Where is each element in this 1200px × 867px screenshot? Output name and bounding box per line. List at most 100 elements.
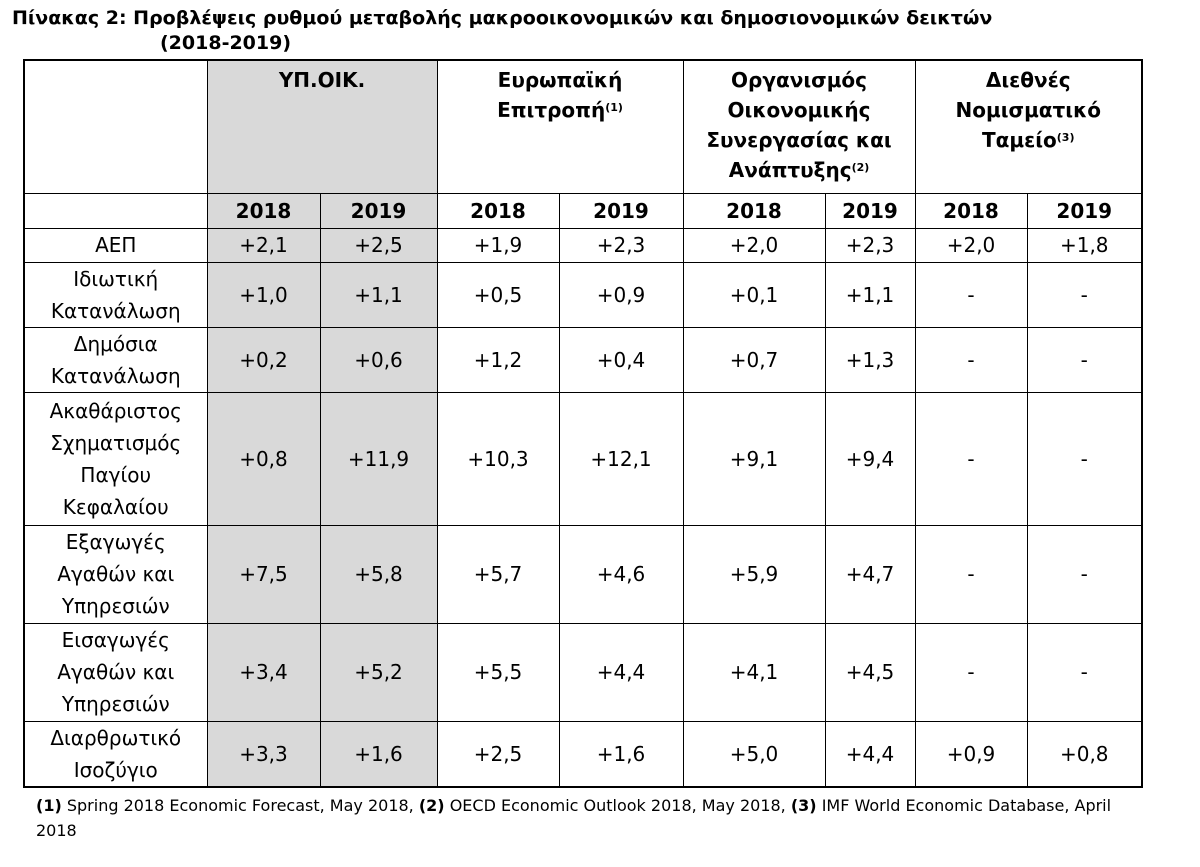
footnote-number: (3) (790, 796, 817, 815)
value-cell: - (1026, 261, 1143, 328)
footnote-number: (1) (36, 796, 62, 815)
value-cell: +3,4 (206, 622, 321, 722)
value-cell: +0,1 (682, 261, 826, 328)
value-cell: +5,7 (436, 524, 560, 624)
org-header-imf: Διεθνές Νομισματικό Ταμείο(3) (914, 59, 1143, 194)
org-name-line: Νομισματικό (955, 98, 1102, 122)
year-header: 2019 (319, 192, 438, 229)
value-cell: +5,8 (319, 524, 438, 624)
value-cell: - (1026, 391, 1143, 526)
value-cell: - (914, 326, 1028, 393)
value-cell: +2,3 (558, 227, 684, 263)
value-cell: - (1026, 326, 1143, 393)
footnote-text: IMF World Economic Database, April 2018 (36, 796, 1112, 840)
value-cell: +4,4 (558, 622, 684, 722)
value-cell: +1,0 (206, 261, 321, 328)
year-header-row: 2018 2019 2018 2019 2018 2019 2018 2019 (23, 192, 1143, 229)
value-cell: +0,9 (558, 261, 684, 328)
table-row: Ακαθάριστος Σχηματισμός Παγίου Κεφαλαίου +0,… (23, 391, 1143, 526)
value-cell: - (1026, 622, 1143, 722)
row-label-line: Κατανάλωση (50, 363, 181, 388)
value-cell: +4,6 (558, 524, 684, 624)
value-cell: +0,7 (682, 326, 826, 393)
table-row: Εισαγωγές Αγαθών και Υπηρεσιών +3,4 +5,2 +5,5… (23, 622, 1143, 722)
footnote-ref: (2) (851, 161, 870, 174)
value-cell: +10,3 (436, 391, 560, 526)
corner-cell (23, 59, 208, 194)
footnote: (1) Spring 2018 Economic Forecast, May 2… (36, 793, 1136, 843)
value-cell: +4,1 (682, 622, 826, 722)
value-cell: +1,6 (319, 720, 438, 787)
value-cell: +0,8 (206, 391, 321, 526)
footnote-text: OECD Economic Outlook 2018, May 2018, (444, 796, 791, 815)
row-label-line: Εισαγωγές (61, 628, 170, 652)
value-cell: +7,5 (206, 524, 321, 624)
value-cell: +1,2 (436, 326, 560, 393)
value-cell: +2,3 (824, 227, 916, 263)
value-cell: +4,4 (824, 720, 916, 787)
value-cell: +1,6 (558, 720, 684, 787)
row-label-line: Αγαθών και (57, 562, 175, 586)
footnote-ref: (3) (1056, 131, 1075, 144)
value-cell: +2,5 (319, 227, 438, 263)
value-cell: +0,9 (914, 720, 1028, 787)
org-header-row: ΥΠ.ΟΙΚ. Ευρωπαϊκή Επιτροπή(1) Οργανισμός… (23, 59, 1143, 194)
org-header-minfin: ΥΠ.ΟΙΚ. (206, 59, 438, 194)
value-cell: +1,8 (1026, 227, 1143, 263)
row-label-line: Εξαγωγές (65, 530, 166, 554)
row-label-line: Κεφαλαίου (62, 494, 169, 519)
row-label-line: Υπηρεσιών (61, 594, 170, 618)
value-cell: +9,4 (824, 391, 916, 526)
forecast-table: ΥΠ.ΟΙΚ. Ευρωπαϊκή Επιτροπή(1) Οργανισμός… (23, 59, 1144, 788)
value-cell: +1,1 (319, 261, 438, 328)
row-label: Εξαγωγές Αγαθών και Υπηρεσιών (23, 524, 208, 624)
value-cell: - (1026, 524, 1143, 624)
value-cell: - (914, 391, 1028, 526)
value-cell: +5,5 (436, 622, 560, 722)
value-cell: +0,4 (558, 326, 684, 393)
row-label-line: ΑΕΠ (95, 233, 137, 257)
value-cell: +0,2 (206, 326, 321, 393)
row-label-line: Αγαθών και (57, 660, 175, 684)
row-label-line: Ισοζύγιο (73, 757, 158, 782)
table-row: Ιδιωτική Κατανάλωση +1,0 +1,1 +0,5 +0,9 +0,1 +1… (23, 261, 1143, 328)
year-header: 2019 (824, 192, 916, 229)
table-body: ΑΕΠ +2,1 +2,5 +1,9 +2,3 +2,0 +2,3 +2,0 +1,8 Ιδιωτ… (23, 227, 1143, 787)
org-name-line: Οικονομικής (727, 98, 871, 122)
row-label-line: Διαρθρωτικό (50, 725, 182, 750)
org-header-oecd: Οργανισμός Οικονομικής Συνεργασίας και Α… (682, 59, 916, 194)
table-row: ΑΕΠ +2,1 +2,5 +1,9 +2,3 +2,0 +2,3 +2,0 +1,8 (23, 227, 1143, 263)
value-cell: +3,3 (206, 720, 321, 787)
row-label: Ακαθάριστος Σχηματισμός Παγίου Κεφαλαίου (23, 391, 208, 526)
value-cell: +5,2 (319, 622, 438, 722)
row-label-line: Παγίου (80, 462, 152, 487)
row-label: Εισαγωγές Αγαθών και Υπηρεσιών (23, 622, 208, 722)
row-label-line: Κατανάλωση (50, 298, 181, 323)
value-cell: +2,1 (206, 227, 321, 263)
value-cell: +9,1 (682, 391, 826, 526)
year-header: 2018 (914, 192, 1028, 229)
row-label: Δημόσια Κατανάλωση (23, 326, 208, 393)
row-label: Ιδιωτική Κατανάλωση (23, 261, 208, 328)
value-cell: +0,6 (319, 326, 438, 393)
row-label-line: Δημόσια (73, 331, 158, 356)
year-header: 2018 (436, 192, 560, 229)
row-label-line: Ακαθάριστος (49, 398, 182, 423)
corner-cell-year (23, 192, 208, 229)
value-cell: +1,1 (824, 261, 916, 328)
org-name-line: Επιτροπή (497, 98, 606, 122)
value-cell: +4,5 (824, 622, 916, 722)
value-cell: +5,0 (682, 720, 826, 787)
org-name-line: Οργανισμός (731, 68, 868, 92)
org-name-line: Ταμείο (982, 128, 1057, 152)
value-cell: +2,0 (914, 227, 1028, 263)
table-row: Εξαγωγές Αγαθών και Υπηρεσιών +7,5 +5,8 +5,7 +… (23, 524, 1143, 624)
org-name-line: Διεθνές (985, 68, 1071, 92)
value-cell: +0,5 (436, 261, 560, 328)
value-cell: - (914, 524, 1028, 624)
year-header: 2019 (558, 192, 684, 229)
value-cell: +12,1 (558, 391, 684, 526)
row-label-line: Ιδιωτική (73, 266, 159, 291)
org-header-ec: Ευρωπαϊκή Επιτροπή(1) (436, 59, 684, 194)
footnote-ref: (1) (605, 101, 623, 114)
